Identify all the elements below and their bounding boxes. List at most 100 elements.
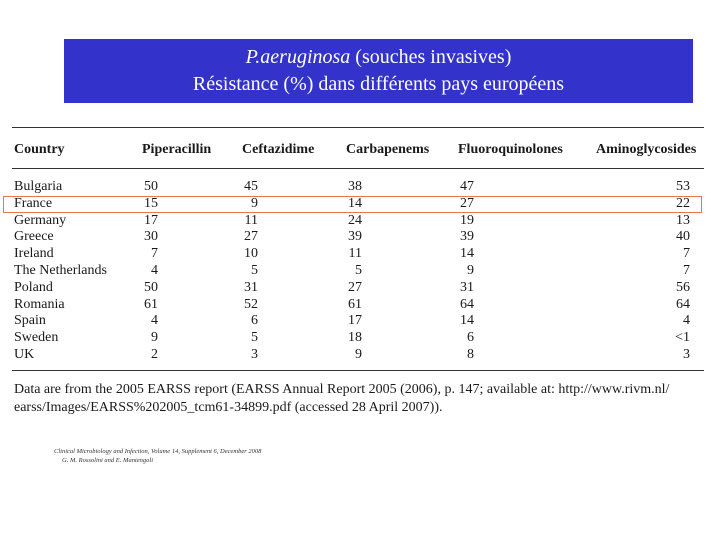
cell-value: 6 (467, 330, 474, 346)
cell-value: <1 (675, 330, 690, 346)
table-row: Bulgaria 50 45 38 47 53 (14, 157, 706, 196)
cell-value: 50 (144, 279, 158, 295)
cell-value: 27 (244, 229, 258, 245)
slide-title-box: P.aeruginosa (souches invasives) Résista… (64, 39, 693, 103)
cell-value: 50 (144, 179, 158, 194)
col-header-aminoglycosides: Aminoglycosides (596, 142, 697, 157)
table-row: France 15 9 14 27 22 (14, 196, 706, 213)
cell-country: Spain (14, 313, 46, 329)
cell-value: 22 (676, 195, 690, 211)
cell-value: 10 (244, 246, 258, 262)
cell-value: 27 (460, 195, 474, 211)
cell-value: 61 (348, 296, 362, 312)
cell-value: 39 (348, 229, 362, 245)
title-organism: P.aeruginosa (245, 46, 351, 68)
cell-country: France (14, 195, 53, 211)
cell-value: 47 (460, 179, 474, 194)
cell-country: Romania (14, 296, 65, 312)
table-row: The Netherlands 4 5 5 9 7 (14, 263, 706, 280)
citation-authors: G. M. Rossolini and E. Mantengoli (62, 457, 153, 464)
cell-value: 30 (144, 229, 158, 245)
cell-value: 64 (676, 296, 690, 312)
slide-title: P.aeruginosa (souches invasives) (64, 44, 693, 71)
table-body: Bulgaria 50 45 38 47 53 France 15 9 14 27 22 Germany… (14, 157, 706, 364)
cell-value: 14 (460, 313, 474, 329)
slide-subtitle: Résistance (%) dans différents pays euro… (192, 73, 565, 95)
cell-value: 5 (355, 262, 362, 278)
bottom-rule (12, 370, 704, 371)
france-highlight-box (3, 196, 702, 213)
cell-value: 18 (348, 330, 362, 346)
journal-citation: Clinical Microbiology and Infection, Vol… (54, 447, 261, 465)
cell-value: 8 (467, 346, 474, 362)
cell-value: 4 (683, 313, 690, 329)
cell-value: 53 (676, 179, 690, 194)
cell-country: UK (14, 346, 35, 362)
cell-value: 14 (348, 195, 362, 211)
col-header-ceftazidime: Ceftazidime (242, 142, 315, 157)
cell-value: 17 (144, 212, 158, 228)
cell-country: Ireland (14, 246, 54, 262)
col-header-carbapenems: Carbapenems (346, 142, 430, 157)
cell-value: 9 (355, 346, 362, 362)
table-row: Romania 61 52 61 64 64 (14, 297, 706, 314)
cell-value: 31 (460, 279, 474, 295)
cell-value: 3 (251, 346, 258, 362)
cell-value: 9 (467, 262, 474, 278)
cell-value: 6 (251, 313, 258, 329)
cell-value: 11 (348, 246, 362, 262)
resistance-table: Country Piperacillin Ceftazidime Carbape… (14, 143, 706, 364)
cell-value: 24 (348, 212, 362, 228)
cell-value: 4 (151, 313, 158, 329)
col-header-country: Country (14, 142, 65, 157)
cell-value: 56 (676, 279, 690, 295)
cell-value: 9 (151, 330, 158, 346)
cell-value: 39 (460, 229, 474, 245)
table-row: Sweden 9 5 18 6 <1 (14, 330, 706, 347)
cell-value: 7 (151, 246, 158, 262)
cell-value: 15 (144, 195, 158, 211)
table-row: UK 2 3 9 8 3 (14, 347, 706, 364)
cell-value: 3 (683, 346, 690, 362)
cell-value: 5 (251, 330, 258, 346)
title-rest: (souches invasives) (350, 46, 512, 68)
cell-value: 27 (348, 279, 362, 295)
cell-value: 13 (676, 212, 690, 228)
col-header-fluoroquinolones: Fluoroquinolones (458, 142, 563, 157)
cell-value: 2 (151, 346, 158, 362)
cell-value: 11 (244, 212, 258, 228)
cell-country: The Netherlands (14, 262, 107, 278)
table-row: Greece 30 27 39 39 40 (14, 229, 706, 246)
cell-value: 9 (251, 195, 258, 211)
col-header-piperacillin: Piperacillin (142, 142, 212, 157)
cell-country: Poland (14, 279, 53, 295)
cell-value: 7 (683, 262, 690, 278)
source-note-line-1: Data are from the 2005 EARSS report (EAR… (14, 382, 670, 397)
cell-value: 7 (683, 246, 690, 262)
top-rule (12, 127, 704, 128)
citation-journal: Clinical Microbiology and Infection, Vol… (54, 448, 262, 455)
cell-country: Bulgaria (14, 179, 63, 194)
table-header-row: Country Piperacillin Ceftazidime Carbape… (14, 143, 706, 157)
cell-value: 31 (244, 279, 258, 295)
table-row: Ireland 7 10 11 14 7 (14, 246, 706, 263)
cell-value: 14 (460, 246, 474, 262)
source-note: Data are from the 2005 EARSS report (EAR… (14, 381, 714, 417)
cell-country: Sweden (14, 330, 59, 346)
cell-value: 40 (676, 229, 690, 245)
cell-value: 5 (251, 262, 258, 278)
cell-value: 19 (460, 212, 474, 228)
header-rule (12, 168, 704, 169)
table-row: Germany 17 11 24 19 13 (14, 213, 706, 230)
cell-value: 61 (144, 296, 158, 312)
cell-value: 45 (244, 179, 258, 194)
table-row: Poland 50 31 27 31 56 (14, 280, 706, 297)
cell-value: 52 (244, 296, 258, 312)
cell-value: 4 (151, 262, 158, 278)
source-note-line-2: earss/Images/EARSS%202005_tcm61-34899.pd… (14, 400, 443, 415)
cell-country: Greece (14, 229, 54, 245)
cell-value: 64 (460, 296, 474, 312)
cell-country: Germany (14, 212, 67, 228)
cell-value: 17 (348, 313, 362, 329)
cell-value: 38 (348, 179, 362, 194)
